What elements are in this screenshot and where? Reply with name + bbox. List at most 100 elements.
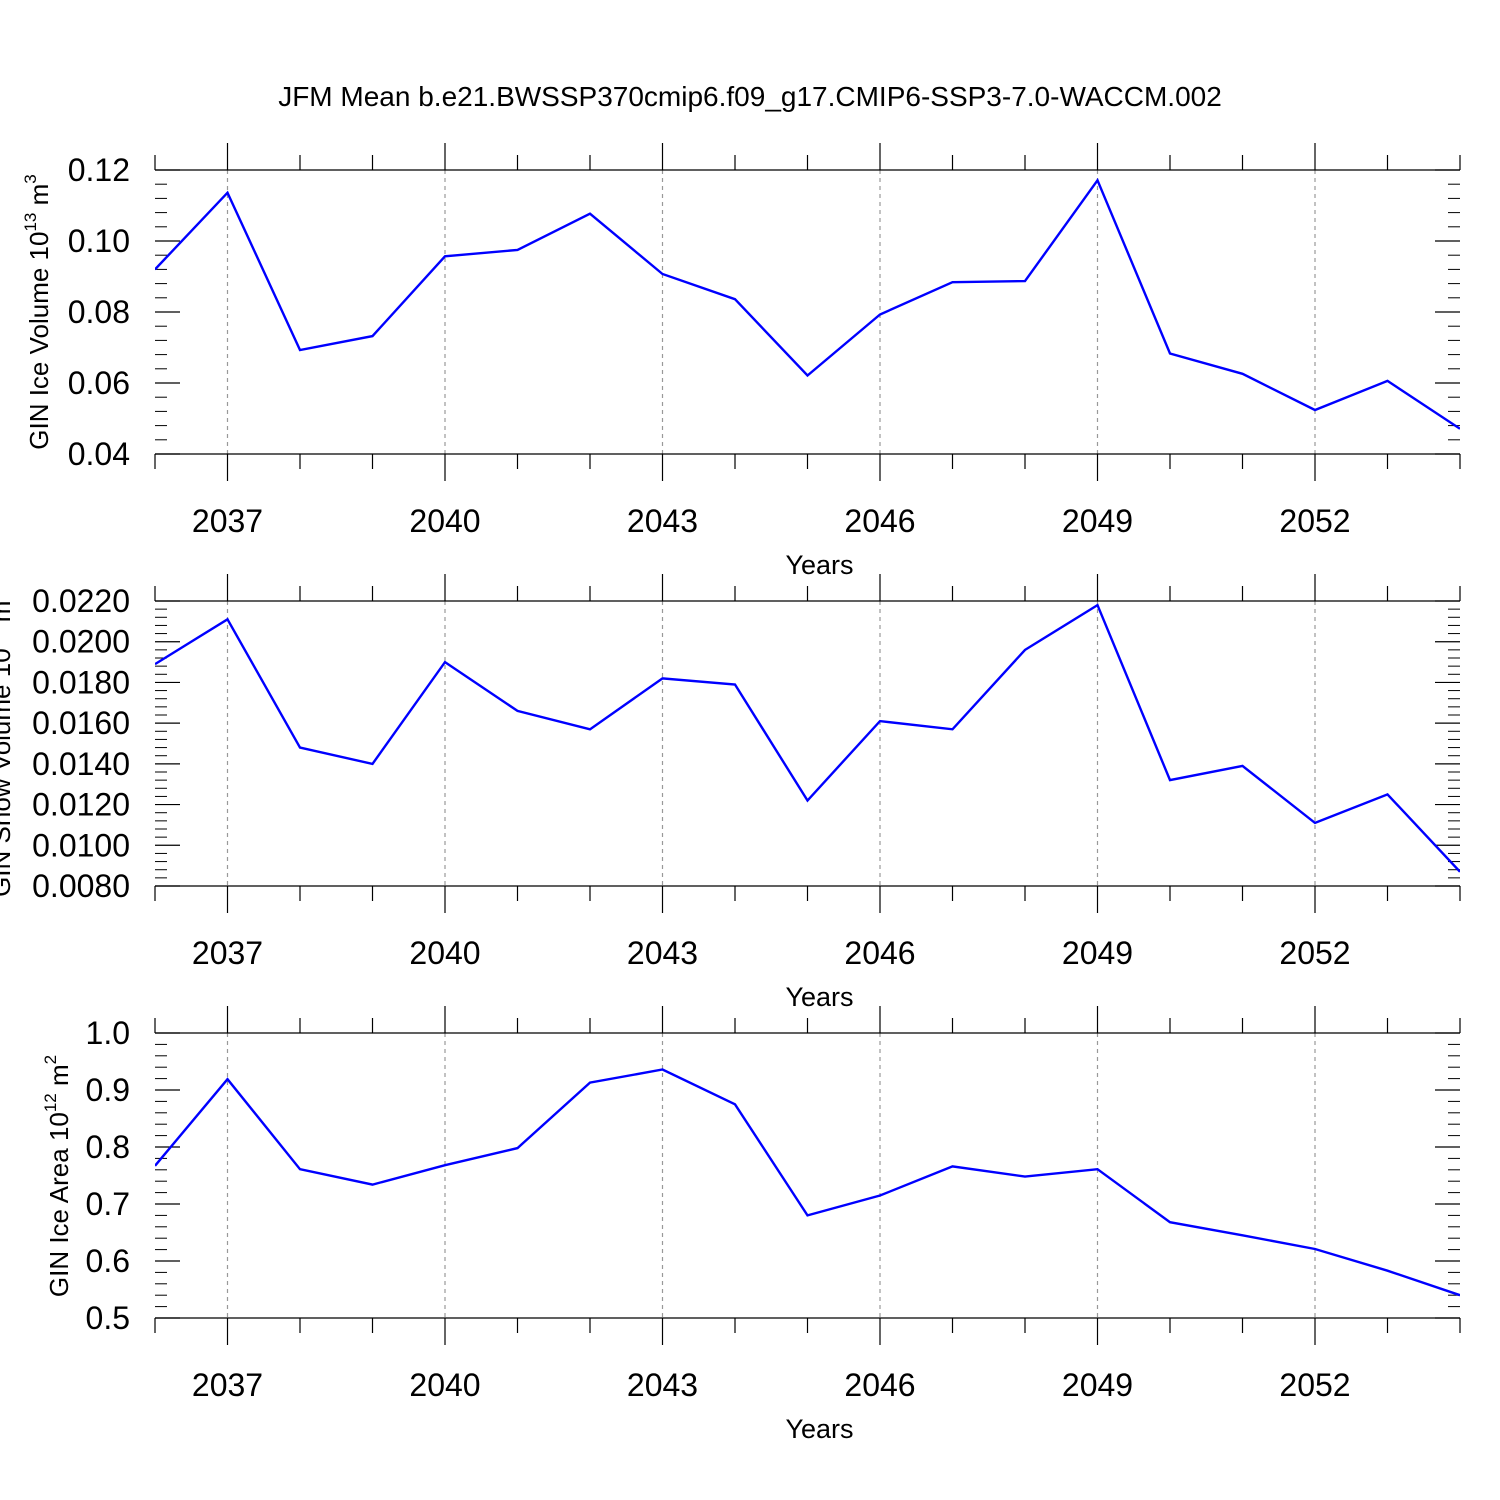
y-tick-label: 0.04 xyxy=(68,436,130,472)
x-tick-label: 2052 xyxy=(1279,503,1350,539)
data-point xyxy=(298,746,302,750)
y-tick-label: 0.5 xyxy=(86,1300,130,1336)
panel-1: 0.04 0.06 0.08 0.10 0.12 2037 2040 2043 2046 2049… xyxy=(21,143,1462,580)
data-point xyxy=(1096,1167,1100,1171)
y-tick-label: 0.6 xyxy=(86,1243,130,1279)
y-axis-label-unit: m xyxy=(0,601,16,630)
y-tick-label: 0.0160 xyxy=(32,705,130,741)
data-point xyxy=(371,1183,375,1187)
data-point xyxy=(1313,1247,1317,1251)
data-point xyxy=(1241,1233,1245,1237)
data-point xyxy=(1241,764,1245,768)
y-tick-label: 0.08 xyxy=(68,294,130,330)
x-tick-label: 2037 xyxy=(192,1367,263,1403)
y-axis-label-unit-exponent: 2 xyxy=(41,1055,60,1064)
x-tick-label: 2049 xyxy=(1062,935,1133,971)
y-tick-label: 0.0140 xyxy=(32,746,130,782)
data-point xyxy=(733,682,737,686)
data-point xyxy=(516,248,520,252)
data-point xyxy=(1458,427,1462,431)
x-tick-label: 2049 xyxy=(1062,503,1133,539)
x-tick-label: 2040 xyxy=(409,1367,480,1403)
x-tick-label: 2043 xyxy=(627,935,698,971)
panel-2: 0.0080 0.0100 0.0120 0.0140 0.0160 0.0180 0.02… xyxy=(0,574,1462,1012)
data-point xyxy=(516,1146,520,1150)
data-point xyxy=(1168,352,1172,356)
data-point xyxy=(226,617,230,621)
data-point xyxy=(1096,603,1100,607)
y-axis-label-main: GIN Ice Volume 10 xyxy=(24,232,54,450)
y-axis-label: GIN Ice Area 1012 m2 xyxy=(41,1055,74,1297)
y-axis-label: GIN Snow Volume 1013 m3 xyxy=(0,591,16,897)
data-point xyxy=(371,334,375,338)
y-tick-label: 0.0080 xyxy=(32,868,130,904)
data-point xyxy=(1023,648,1027,652)
y-tick-label: 0.0120 xyxy=(32,787,130,823)
x-axis-label: Years xyxy=(785,1414,853,1444)
x-tick-label: 2052 xyxy=(1279,1367,1350,1403)
data-point xyxy=(1241,372,1245,376)
data-point xyxy=(298,348,302,352)
data-point xyxy=(1458,1293,1462,1297)
y-tick-label: 0.0100 xyxy=(32,827,130,863)
data-point xyxy=(1386,792,1390,796)
data-point xyxy=(226,191,230,195)
data-point xyxy=(951,1164,955,1168)
y-tick-label: 0.12 xyxy=(68,152,130,188)
data-point xyxy=(371,762,375,766)
y-axis-label-exponent: 12 xyxy=(41,1093,60,1112)
x-tick-label: 2043 xyxy=(627,1367,698,1403)
data-point xyxy=(1023,279,1027,283)
data-point xyxy=(878,1193,882,1197)
series-line xyxy=(155,1068,1460,1297)
data-point xyxy=(733,1102,737,1106)
data-point xyxy=(226,1077,230,1081)
x-tick-label: 2046 xyxy=(844,1367,915,1403)
x-tick-label: 2037 xyxy=(192,503,263,539)
data-point xyxy=(153,267,157,271)
data-point xyxy=(1168,1220,1172,1224)
data-point xyxy=(878,719,882,723)
data-point xyxy=(1313,821,1317,825)
data-point xyxy=(806,374,810,378)
data-point xyxy=(298,1167,302,1171)
x-axis-label: Years xyxy=(785,982,853,1012)
y-tick-label: 0.9 xyxy=(86,1072,130,1108)
data-point xyxy=(443,1163,447,1167)
data-point xyxy=(806,799,810,803)
data-point xyxy=(1386,379,1390,383)
x-tick-label: 2043 xyxy=(627,503,698,539)
data-point xyxy=(733,297,737,301)
data-point xyxy=(661,1067,665,1071)
data-point xyxy=(1386,1269,1390,1273)
y-tick-label: 0.0220 xyxy=(32,583,130,619)
x-tick-label: 2052 xyxy=(1279,935,1350,971)
y-tick-label: 0.8 xyxy=(86,1129,130,1165)
data-point xyxy=(443,254,447,258)
data-point xyxy=(878,312,882,316)
data-point xyxy=(661,272,665,276)
data-point xyxy=(1458,870,1462,874)
data-point xyxy=(951,727,955,731)
y-tick-label: 0.06 xyxy=(68,365,130,401)
y-tick-label: 1.0 xyxy=(86,1015,130,1051)
data-point xyxy=(661,676,665,680)
x-tick-label: 2037 xyxy=(192,935,263,971)
x-tick-label: 2046 xyxy=(844,503,915,539)
series-line xyxy=(155,603,1460,873)
x-tick-label: 2040 xyxy=(409,503,480,539)
data-point xyxy=(588,727,592,731)
data-point xyxy=(1313,408,1317,412)
y-axis-label-main: GIN Snow Volume 10 xyxy=(0,648,16,897)
y-axis-label-unit-exponent: 3 xyxy=(21,174,40,183)
data-point xyxy=(951,280,955,284)
chart-title: JFM Mean b.e21.BWSSP370cmip6.f09_g17.CMI… xyxy=(278,81,1222,112)
y-tick-label: 0.10 xyxy=(68,223,130,259)
y-axis-label-exponent: 13 xyxy=(0,629,2,648)
x-tick-label: 2046 xyxy=(844,935,915,971)
y-tick-label: 0.7 xyxy=(86,1186,130,1222)
x-tick-label: 2049 xyxy=(1062,1367,1133,1403)
data-point xyxy=(153,1164,157,1168)
data-point xyxy=(806,1213,810,1217)
y-tick-label: 0.0180 xyxy=(32,664,130,700)
